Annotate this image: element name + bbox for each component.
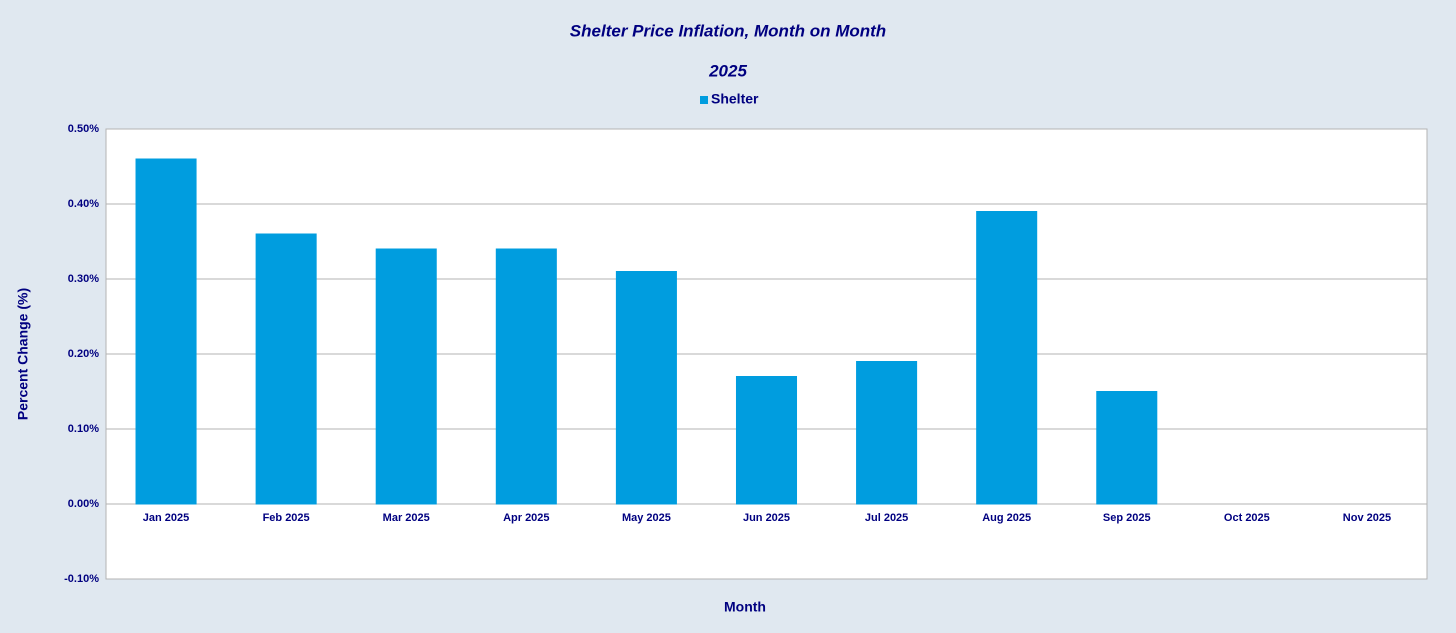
bar <box>1096 391 1158 505</box>
y-tick-label: 0.00% <box>68 498 99 510</box>
bar <box>135 158 197 505</box>
bar <box>615 271 677 505</box>
bar <box>255 233 317 505</box>
legend-swatch <box>700 96 708 104</box>
y-axis-label: Percent Change (%) <box>15 288 31 420</box>
x-tick-label: Feb 2025 <box>263 512 310 524</box>
x-tick-label: Jul 2025 <box>865 512 908 524</box>
y-tick-label: 0.50% <box>68 123 99 135</box>
x-tick-label: Jun 2025 <box>743 512 790 524</box>
x-tick-label: Jan 2025 <box>143 512 189 524</box>
x-tick-label: Nov 2025 <box>1343 512 1391 524</box>
y-tick-label: 0.30% <box>68 273 99 285</box>
legend-label: Shelter <box>711 91 759 107</box>
x-tick-label: Mar 2025 <box>383 512 430 524</box>
bar <box>375 248 437 505</box>
x-tick-label: Aug 2025 <box>982 512 1031 524</box>
x-tick-label: Oct 2025 <box>1224 512 1270 524</box>
bar <box>735 376 798 505</box>
bar <box>495 248 557 505</box>
y-tick-label: 0.40% <box>68 198 99 210</box>
x-axis-label: Month <box>724 599 766 615</box>
bar <box>856 361 918 505</box>
y-tick-label: 0.10% <box>68 423 99 435</box>
y-tick-label: -0.10% <box>64 573 99 585</box>
chart-title: Shelter Price Inflation, Month on Month <box>570 21 886 40</box>
x-tick-label: May 2025 <box>622 512 671 524</box>
x-tick-label: Apr 2025 <box>503 512 549 524</box>
chart-subtitle: 2025 <box>708 61 747 80</box>
bar <box>976 211 1038 505</box>
y-tick-label: 0.20% <box>68 348 99 360</box>
x-tick-label: Sep 2025 <box>1103 512 1151 524</box>
